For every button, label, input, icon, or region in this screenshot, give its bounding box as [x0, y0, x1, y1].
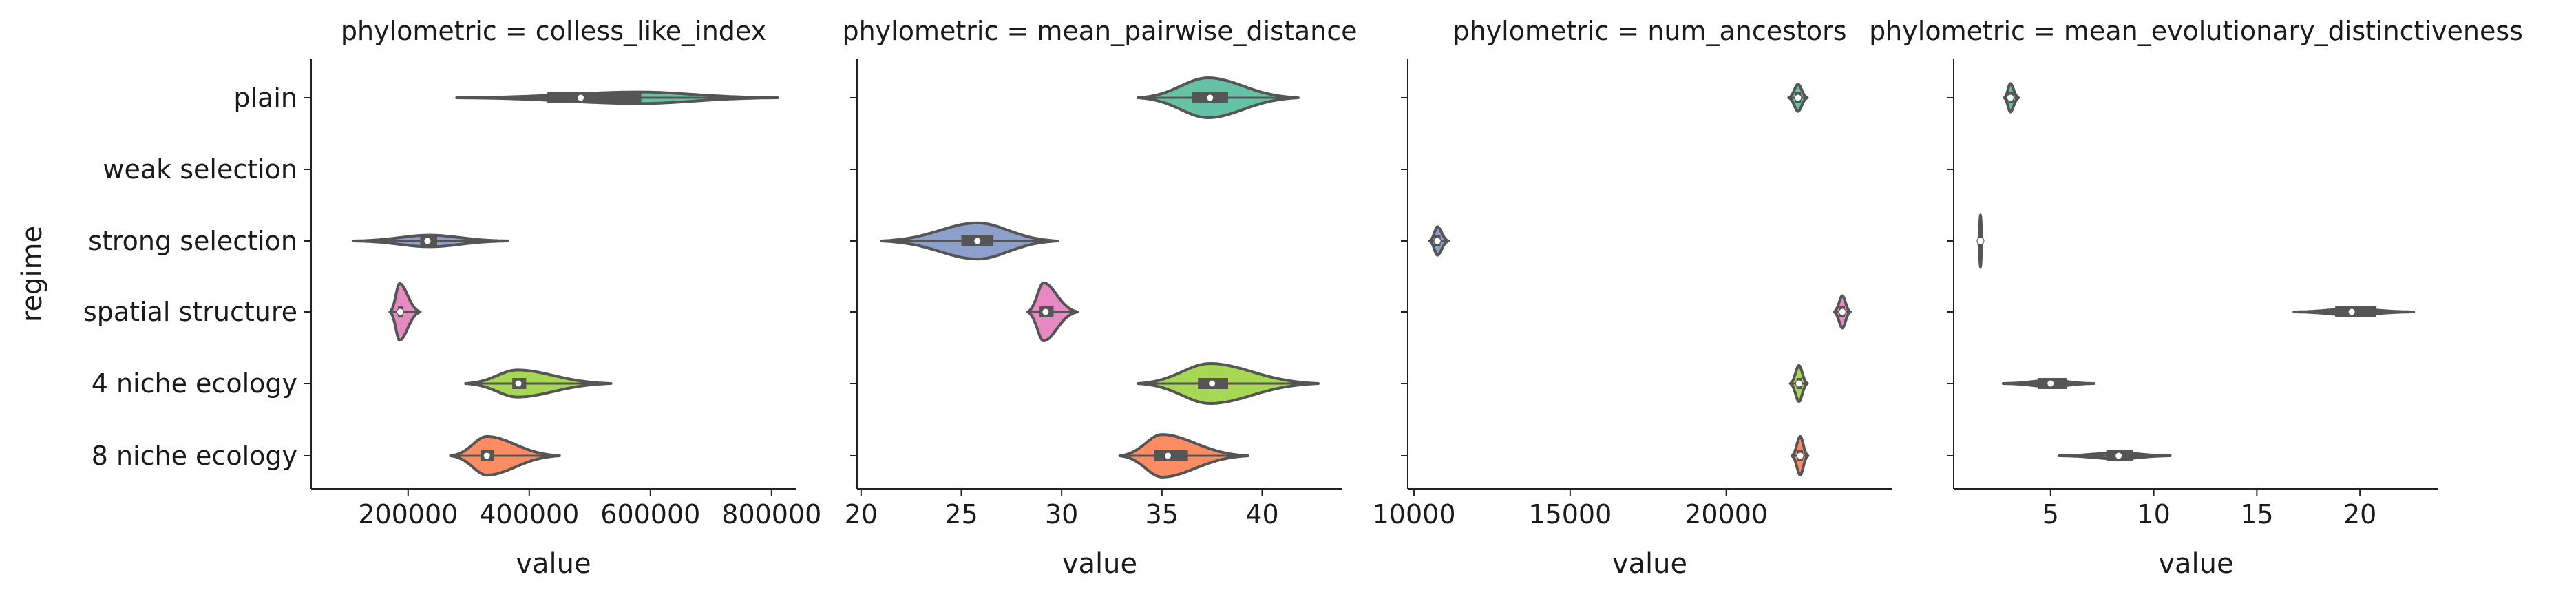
violin-iqr-box — [547, 92, 642, 103]
violin-median-dot — [1794, 94, 1802, 102]
panel-title: phylometric = mean_pairwise_distance — [842, 16, 1357, 46]
x-tick-label: 15 — [2240, 499, 2273, 529]
x-tick-label: 600000 — [600, 499, 700, 529]
violin-median-dot — [2047, 379, 2055, 388]
y-tick-label: spatial structure — [83, 297, 297, 327]
violin-median-dot — [1042, 308, 1050, 316]
violin-median-dot — [1976, 237, 1985, 245]
panel-3: phylometric = num_ancestors 10000 15000 200… — [1373, 16, 1892, 580]
x-tick-label: 5 — [2042, 499, 2059, 529]
x-axis-label: value — [2158, 548, 2233, 580]
x-tick-label: 10000 — [1373, 499, 1456, 529]
violin-median-dot — [2115, 452, 2123, 460]
violin-median-dot — [1206, 94, 1214, 102]
violin-median-dot — [1433, 237, 1442, 245]
x-tick-label: 10 — [2137, 499, 2170, 529]
x-tick-label: 400000 — [479, 499, 579, 529]
panel-4: phylometric = mean_evolutionary_distinct… — [1869, 16, 2523, 580]
y-tick-label: 4 niche ecology — [92, 368, 297, 399]
x-tick-label: 35 — [1146, 499, 1179, 529]
violin-median-dot — [2347, 308, 2356, 316]
violin-median-dot — [577, 94, 585, 102]
panel-title: phylometric = num_ancestors — [1453, 16, 1846, 46]
x-tick-label: 800000 — [721, 499, 821, 529]
violin-median-dot — [514, 379, 522, 388]
y-tick-label: weak selection — [103, 154, 297, 185]
x-tick-label: 20 — [2343, 499, 2376, 529]
violin-median-dot — [483, 452, 491, 460]
violin-median-dot — [396, 308, 404, 316]
violin-median-dot — [2006, 94, 2014, 102]
y-axis-label: regime — [17, 226, 48, 322]
x-axis-label: value — [1062, 548, 1137, 580]
violin-median-dot — [1164, 452, 1172, 460]
x-tick-label: 200000 — [358, 499, 458, 529]
y-tick-label: strong selection — [88, 226, 297, 256]
x-axis-label: value — [1612, 548, 1687, 580]
violin-median-dot — [1796, 452, 1804, 460]
x-tick-label: 15000 — [1528, 499, 1612, 529]
violin-median-dot — [1795, 379, 1803, 388]
x-tick-label: 25 — [944, 499, 978, 529]
x-tick-label: 30 — [1045, 499, 1078, 529]
violin-median-dot — [1208, 379, 1216, 388]
x-tick-label: 40 — [1245, 499, 1278, 529]
x-tick-label: 20000 — [1685, 499, 1768, 529]
violin-median-dot — [423, 237, 432, 245]
panel-2: phylometric = mean_pairwise_distance 20 25… — [842, 16, 1357, 580]
panel-title: phylometric = mean_evolutionary_distinct… — [1869, 16, 2523, 46]
x-tick-label: 20 — [845, 499, 878, 529]
violin-median-dot — [1838, 308, 1846, 316]
y-tick-label: plain — [233, 83, 297, 113]
violin-iqr-box — [2335, 306, 2377, 317]
x-axis-label: value — [516, 548, 591, 580]
panel-title: phylometric = colless_like_index — [341, 16, 766, 46]
y-tick-label: 8 niche ecology — [92, 441, 297, 471]
violin-median-dot — [973, 237, 982, 245]
